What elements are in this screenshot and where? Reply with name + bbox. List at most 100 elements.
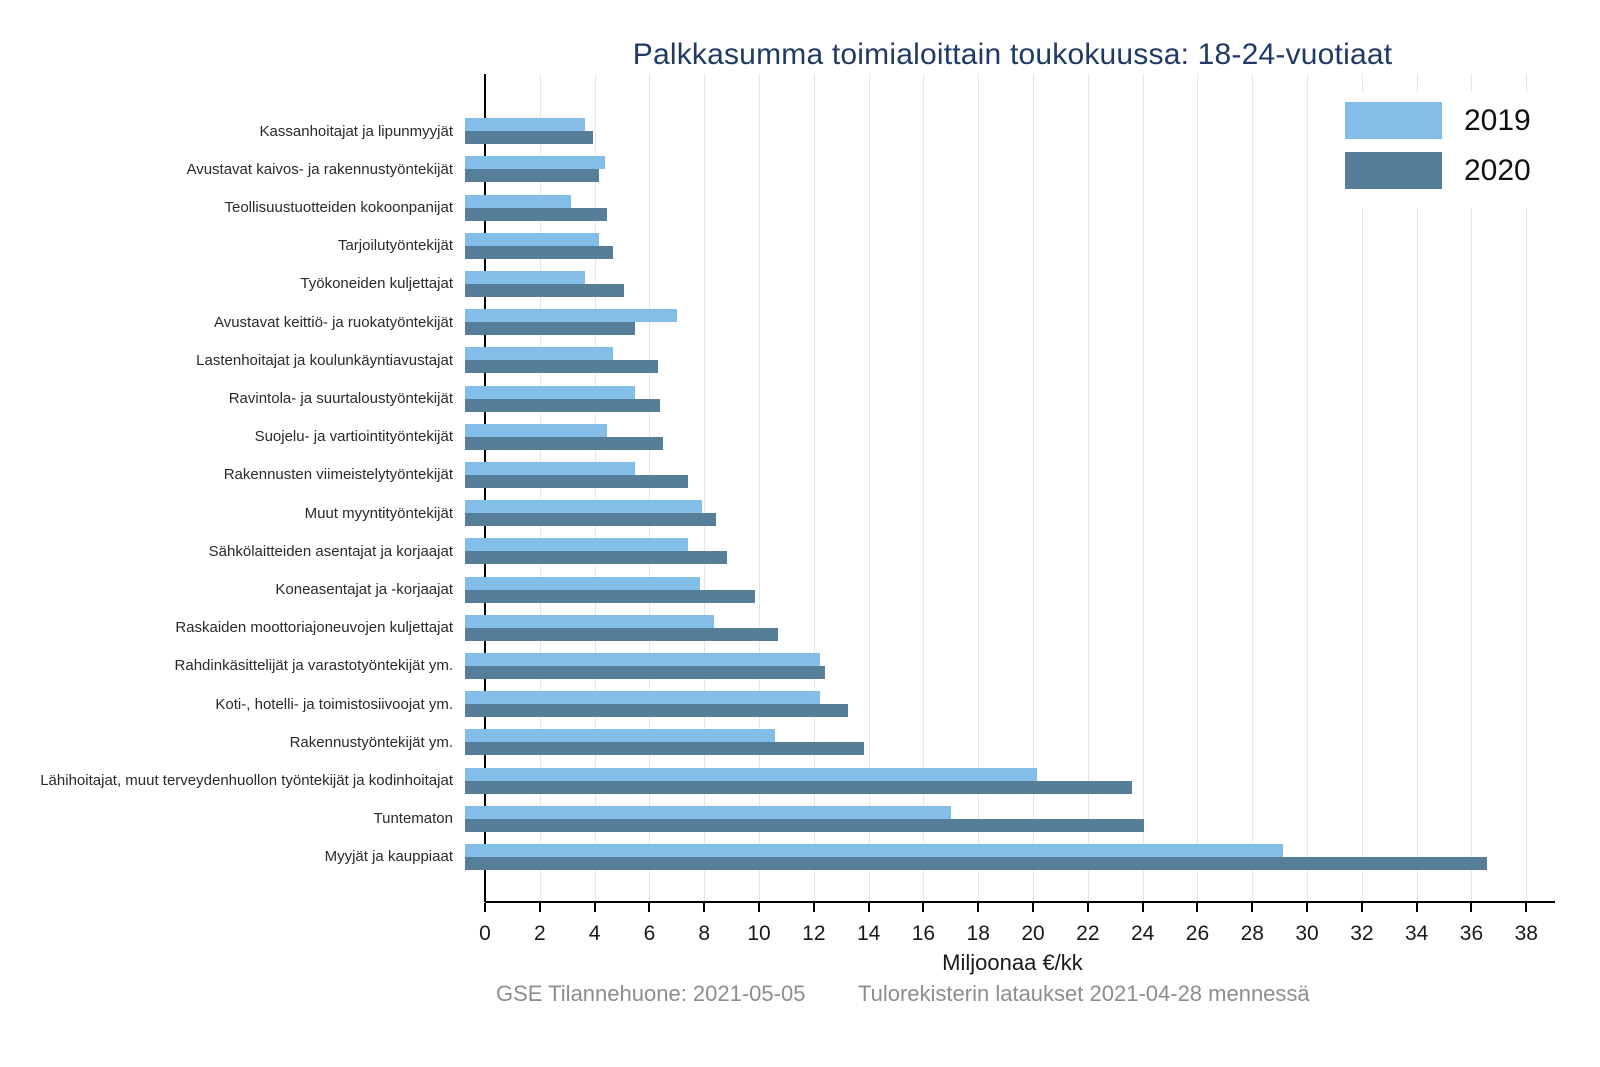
table-row: Suojelu- ja vartiointityöntekijät	[0, 418, 1540, 456]
gridline-30	[1307, 74, 1309, 902]
footer-source-text: GSE Tilannehuone: 2021-05-05	[496, 981, 806, 1006]
bar-2019	[465, 461, 636, 475]
tick-label-32: 32	[1350, 922, 1374, 945]
gridline-6	[649, 74, 651, 902]
tick-label-38: 38	[1514, 922, 1538, 945]
category-label: Kassanhoitajat ja lipunmyyjät	[259, 122, 453, 140]
tick-label-6: 6	[643, 922, 656, 945]
tick-mark-30	[1306, 903, 1309, 912]
bar-pair	[465, 652, 1540, 679]
bar-pair	[465, 270, 1540, 297]
tick-mark-26	[1196, 903, 1199, 912]
table-row: Tarjoilutyöntekijät	[0, 227, 1540, 265]
tick-label-4: 4	[588, 922, 601, 945]
bar-2019	[465, 729, 775, 743]
table-row: Sähkölaitteiden asentajat ja korjaajat	[0, 532, 1540, 570]
gridline-14	[868, 74, 870, 902]
table-row: Teollisuustuotteiden kokoonpanijat	[0, 188, 1540, 226]
tick-mark-16	[922, 903, 925, 912]
tick-label-10: 10	[747, 922, 771, 945]
bar-2020	[465, 436, 664, 450]
tick-mark-2	[538, 903, 541, 912]
tick-label-20: 20	[1021, 922, 1045, 945]
legend: 2019 2020	[1330, 92, 1543, 208]
gridline-36	[1471, 74, 1473, 902]
gridline-20	[1033, 74, 1035, 902]
x-axis-line	[485, 901, 1555, 903]
gridline-10	[759, 74, 761, 902]
category-label: Työkoneiden kuljettajat	[300, 275, 453, 293]
bar-2020	[465, 513, 717, 527]
bar-2019	[465, 423, 608, 437]
table-row: Työkoneiden kuljettajat	[0, 265, 1540, 303]
bar-2020	[465, 665, 826, 679]
table-row: Lastenhoitajat ja koulunkäyntiavustajat	[0, 341, 1540, 379]
table-row: Rahdinkäsittelijät ja varastotyöntekijät…	[0, 647, 1540, 685]
bar-2019	[465, 614, 714, 628]
bar-pair	[465, 538, 1540, 565]
tick-label-36: 36	[1459, 922, 1484, 945]
tick-label-24: 24	[1130, 922, 1155, 945]
bar-2020	[465, 780, 1133, 794]
tick-mark-8	[703, 903, 706, 912]
bar-2020	[465, 207, 608, 221]
category-label: Muut myyntityöntekijät	[304, 504, 453, 522]
bar-2019	[465, 118, 586, 132]
legend-item-2019: 2019	[1345, 102, 1531, 139]
bar-2019	[465, 843, 1284, 857]
gridline-22	[1087, 74, 1089, 902]
bar-2019	[465, 270, 586, 284]
table-row: Kassanhoitajat ja lipunmyyjät	[0, 112, 1540, 150]
bar-pair	[465, 767, 1540, 794]
gridline-18	[978, 74, 980, 902]
table-row: Koneasentajat ja -korjaajat	[0, 570, 1540, 608]
tick-label-12: 12	[802, 922, 826, 945]
legend-item-2020: 2020	[1345, 152, 1531, 189]
gridline-28	[1252, 74, 1254, 902]
category-label: Sähkölaitteiden asentajat ja korjaajat	[208, 542, 453, 560]
tick-label-16: 16	[911, 922, 936, 945]
bar-2019	[465, 232, 600, 246]
tick-label-14: 14	[856, 922, 881, 945]
bar-2019	[465, 691, 820, 705]
legend-swatch-2019	[1345, 102, 1442, 139]
bar-2020	[465, 742, 865, 756]
category-label: Avustavat kaivos- ja rakennustyöntekijät	[186, 160, 453, 178]
table-row: Avustavat kaivos- ja rakennustyöntekijät	[0, 150, 1540, 188]
category-label: Lastenhoitajat ja koulunkäyntiavustajat	[196, 351, 453, 369]
gridline-16	[923, 74, 925, 902]
table-row: Koti-, hotelli- ja toimistosiivoojat ym.	[0, 685, 1540, 723]
bar-2019	[465, 385, 636, 399]
plot-area	[485, 74, 1540, 902]
x-axis-label: Miljoonaa €/kk	[942, 950, 1083, 975]
category-label: Rakennustyöntekijät ym.	[289, 733, 453, 751]
gridline-38	[1526, 74, 1528, 902]
table-row: Raskaiden moottoriajoneuvojen kuljettaja…	[0, 609, 1540, 647]
tick-label-34: 34	[1405, 922, 1429, 945]
category-label: Teollisuustuotteiden kokoonpanijat	[224, 199, 454, 216]
tick-label-18: 18	[966, 922, 990, 945]
bar-2020	[465, 245, 613, 259]
bar-2020	[465, 360, 658, 374]
table-row: Rakennustyöntekijät ym.	[0, 723, 1540, 761]
bar-pair	[465, 385, 1540, 412]
bar-2020	[465, 818, 1144, 832]
tick-label-22: 22	[1076, 922, 1100, 945]
bar-pair	[465, 232, 1540, 259]
chart-title: Palkkasumma toimialoittain toukokuussa: …	[632, 38, 1393, 71]
bar-2019	[465, 347, 613, 361]
tick-mark-32	[1360, 903, 1363, 912]
gridline-32	[1361, 74, 1363, 902]
bar-2019	[465, 194, 572, 208]
legend-label: 2020	[1464, 153, 1531, 187]
gridline-24	[1142, 74, 1144, 902]
bar-pair	[465, 729, 1540, 756]
gridline-4	[594, 74, 596, 902]
gridline-12	[813, 74, 815, 902]
gridline-2	[539, 74, 541, 902]
tick-mark-24	[1141, 903, 1144, 912]
bar-pair	[465, 843, 1540, 870]
footer-note-text: Tulorekisterin lataukset 2021-04-28 menn…	[858, 981, 1310, 1006]
bar-pair	[465, 347, 1540, 374]
category-label: Suojelu- ja vartiointityöntekijät	[254, 428, 453, 446]
